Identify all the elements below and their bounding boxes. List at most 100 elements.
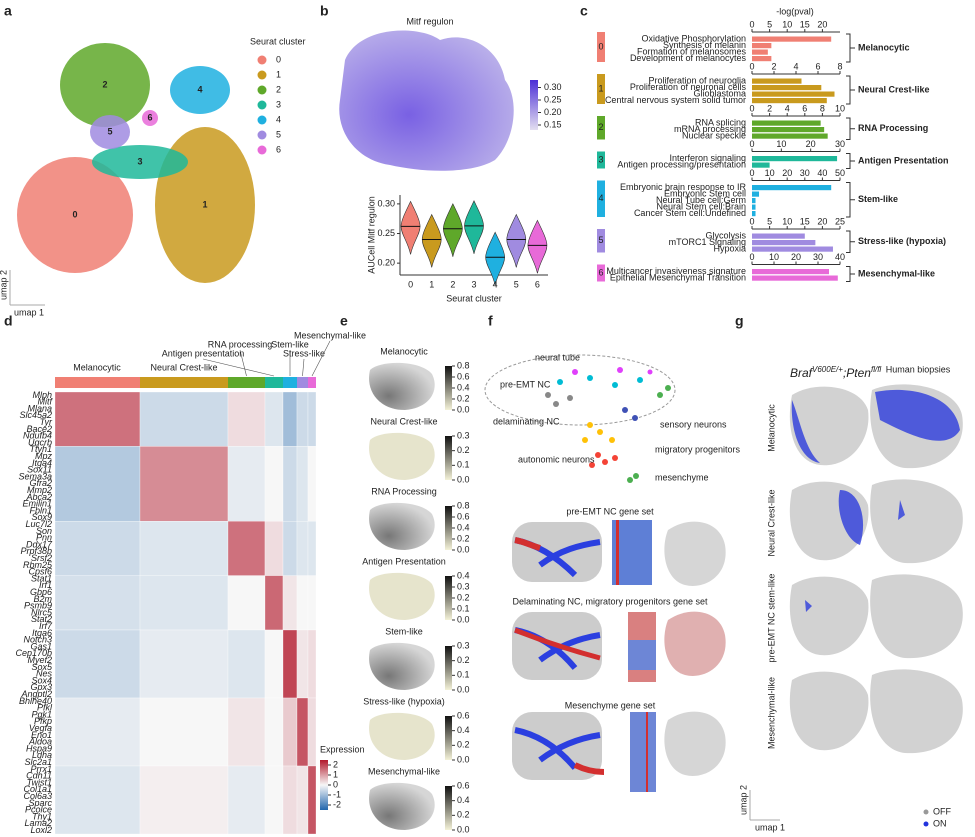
gene-label: Loxl2 [30, 825, 52, 835]
bar [752, 91, 835, 97]
legend-swatch [923, 809, 929, 815]
axis-label: umap 2 [738, 785, 748, 815]
legend-title: Expression [320, 744, 365, 754]
gene-label: Ddx17 [26, 539, 53, 549]
term-label: Proliferation of neuronal cells [630, 82, 747, 92]
x-tick-label: 5 [767, 216, 772, 226]
x-tick-label: 5 [514, 279, 519, 289]
legend-swatch [257, 130, 267, 140]
gene-label: Cpsf6 [28, 567, 52, 577]
term-label: Development of melanocytes [630, 53, 747, 63]
gene-label: Abca2 [25, 492, 52, 502]
legend-swatch [257, 145, 267, 155]
term-label: Hypoxia [713, 244, 746, 254]
x-tick-label: 10 [835, 103, 845, 113]
colorbar-tick-label: 2 [333, 759, 338, 769]
gene-label: Stat2 [31, 614, 52, 624]
cluster-label: 1 [202, 199, 207, 209]
leader [202, 358, 275, 377]
x-tick-label: 25 [835, 216, 845, 226]
map-title: RNA Processing [371, 486, 437, 496]
term-label: Multicancer invasiveness signature [606, 266, 746, 276]
gene-label: B2m [33, 594, 52, 604]
bar [752, 133, 828, 139]
heatmap-block [282, 521, 298, 576]
colorbar-tick-label: 0.3 [457, 640, 470, 650]
colorbar-tick-label: -2 [333, 799, 341, 809]
cluster-region [92, 145, 188, 179]
heatmap-block [54, 391, 141, 447]
cluster-id: 1 [598, 83, 603, 93]
colorbar-tick-label: 0.6 [457, 511, 470, 521]
diagram-label: neural tube [535, 352, 580, 362]
colorbar-tick-label: 0.0 [457, 684, 470, 694]
gene-label: Gpx3 [30, 682, 52, 692]
cluster-strip [597, 151, 605, 169]
colorbar-tick-label: 0.2 [457, 810, 470, 820]
violin-body [443, 203, 463, 257]
colorbar-tick-label: 0.0 [457, 544, 470, 554]
colorbar-tick-label: 1 [333, 769, 338, 779]
diagram-label: pre-EMT NC [500, 379, 551, 389]
x-tick-label: 2 [771, 61, 776, 71]
colorbar [530, 80, 538, 130]
gene-label: Itga4 [32, 458, 52, 468]
x-tick-label: 1 [429, 279, 434, 289]
gene-label: Pfkp [34, 716, 52, 726]
gene-label: Pgk1 [31, 709, 52, 719]
cluster-label: 2 [102, 79, 107, 89]
bar [752, 49, 768, 55]
bar [752, 156, 838, 162]
bar [752, 85, 822, 91]
leader [311, 340, 331, 377]
violin-body [400, 200, 421, 255]
annotation-label: Stress-like [283, 348, 325, 358]
colorbar-tick-label: 0.6 [457, 780, 470, 790]
chart-title: Mitf regulon [406, 16, 453, 26]
term-label: RNA splicing [695, 118, 746, 128]
colorbar [445, 576, 452, 620]
group-label: RNA Processing [858, 123, 928, 133]
x-tick-label: 10 [782, 19, 792, 29]
legend-label: 0 [276, 54, 281, 64]
term-label: mRNA processing [674, 124, 746, 134]
violin-body [485, 231, 505, 286]
column-header: BrafV600E/+;Ptenfl/fl [790, 365, 881, 380]
x-tick-label: 15 [800, 216, 810, 226]
colorbar-tick-label: 0.4 [457, 570, 470, 580]
heatmap-block [139, 391, 229, 447]
gene-label: Nes [36, 669, 53, 679]
gene-label: Notch3 [23, 635, 52, 645]
panel-letter: c [580, 3, 588, 19]
term-label: Glycolysis [705, 231, 746, 241]
legend-swatch [257, 85, 267, 95]
colorbar-tick-label: 0.2 [457, 592, 470, 602]
row-label: Neural Crest-like [766, 489, 776, 556]
bar [752, 269, 829, 275]
gene-label: Col6a3 [23, 791, 52, 801]
colorbar-tick-label: 0.1 [457, 670, 470, 680]
gene-label: Sox4 [31, 675, 52, 685]
gene-label: Ndufb4 [23, 431, 52, 441]
x-tick-label: 40 [817, 168, 827, 178]
gene-label: Twist1 [27, 777, 52, 787]
gene-label: Pfkl [37, 703, 53, 713]
cluster-strip [597, 74, 605, 104]
gene-label: Ldha [32, 750, 52, 760]
leader [302, 358, 305, 377]
x-tick-label: 8 [820, 103, 825, 113]
term-label: Neural Stem cell:Brain [656, 202, 746, 212]
bracket [846, 266, 855, 282]
annotation-label: RNA processing [208, 339, 273, 349]
colorbar-tick-label: 0.4 [457, 795, 470, 805]
x-axis-title: Seurat cluster [446, 293, 502, 303]
heatmap-block [307, 391, 317, 447]
heatmap-block [282, 697, 298, 767]
group-label: Melanocytic [858, 42, 910, 52]
cluster-id: 0 [598, 41, 603, 51]
heatmap-block [296, 765, 309, 835]
heatmap-block [139, 521, 229, 576]
bar [752, 246, 833, 252]
row-label: Mesenchymal-like [766, 677, 776, 749]
